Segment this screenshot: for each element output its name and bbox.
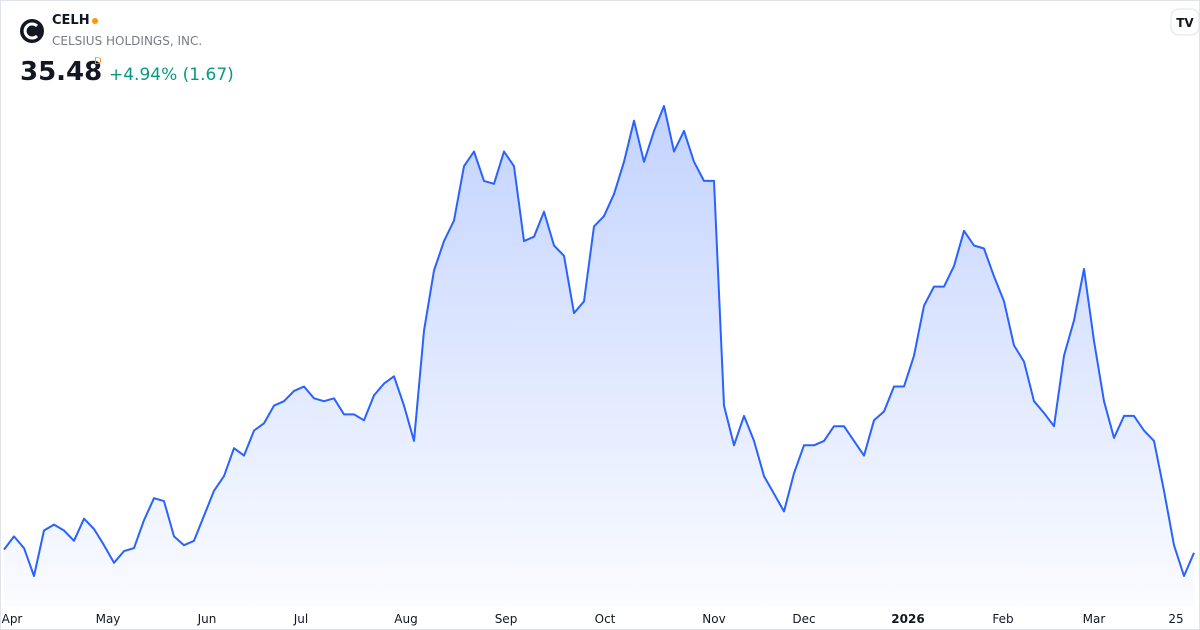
x-tick-label: 25 bbox=[1168, 612, 1183, 626]
x-tick-label: Nov bbox=[702, 612, 725, 626]
tv-logo[interactable] bbox=[1170, 8, 1199, 36]
x-tick-label: Mar bbox=[1083, 612, 1106, 626]
x-tick-label: Dec bbox=[792, 612, 815, 626]
x-tick-label: Aug bbox=[394, 612, 417, 626]
company: CELSIUS HOLDINGS, INC. bbox=[52, 34, 203, 48]
price-line bbox=[3, 105, 1195, 577]
change: +4.94% (1.67) bbox=[109, 65, 234, 85]
tv-logo-text: TV bbox=[1176, 16, 1194, 30]
interval: D bbox=[94, 56, 102, 67]
logo bbox=[20, 19, 44, 43]
symbol: CELH bbox=[52, 13, 90, 28]
x-tick-label: May bbox=[96, 612, 121, 626]
x-tick-label: Feb bbox=[992, 612, 1013, 626]
x-tick-label: Apr bbox=[2, 612, 23, 626]
status-dot bbox=[92, 18, 98, 24]
area-fill bbox=[4, 106, 1194, 606]
x-tick-label: Oct bbox=[595, 612, 616, 626]
logo-mark bbox=[23, 22, 39, 40]
x-tick-label: 2026 bbox=[891, 612, 924, 626]
x-tick-label: Jun bbox=[197, 612, 217, 626]
x-tick-label: Jul bbox=[293, 612, 308, 626]
x-tick-label: Sep bbox=[495, 612, 518, 626]
price: 35.48 bbox=[20, 57, 103, 87]
